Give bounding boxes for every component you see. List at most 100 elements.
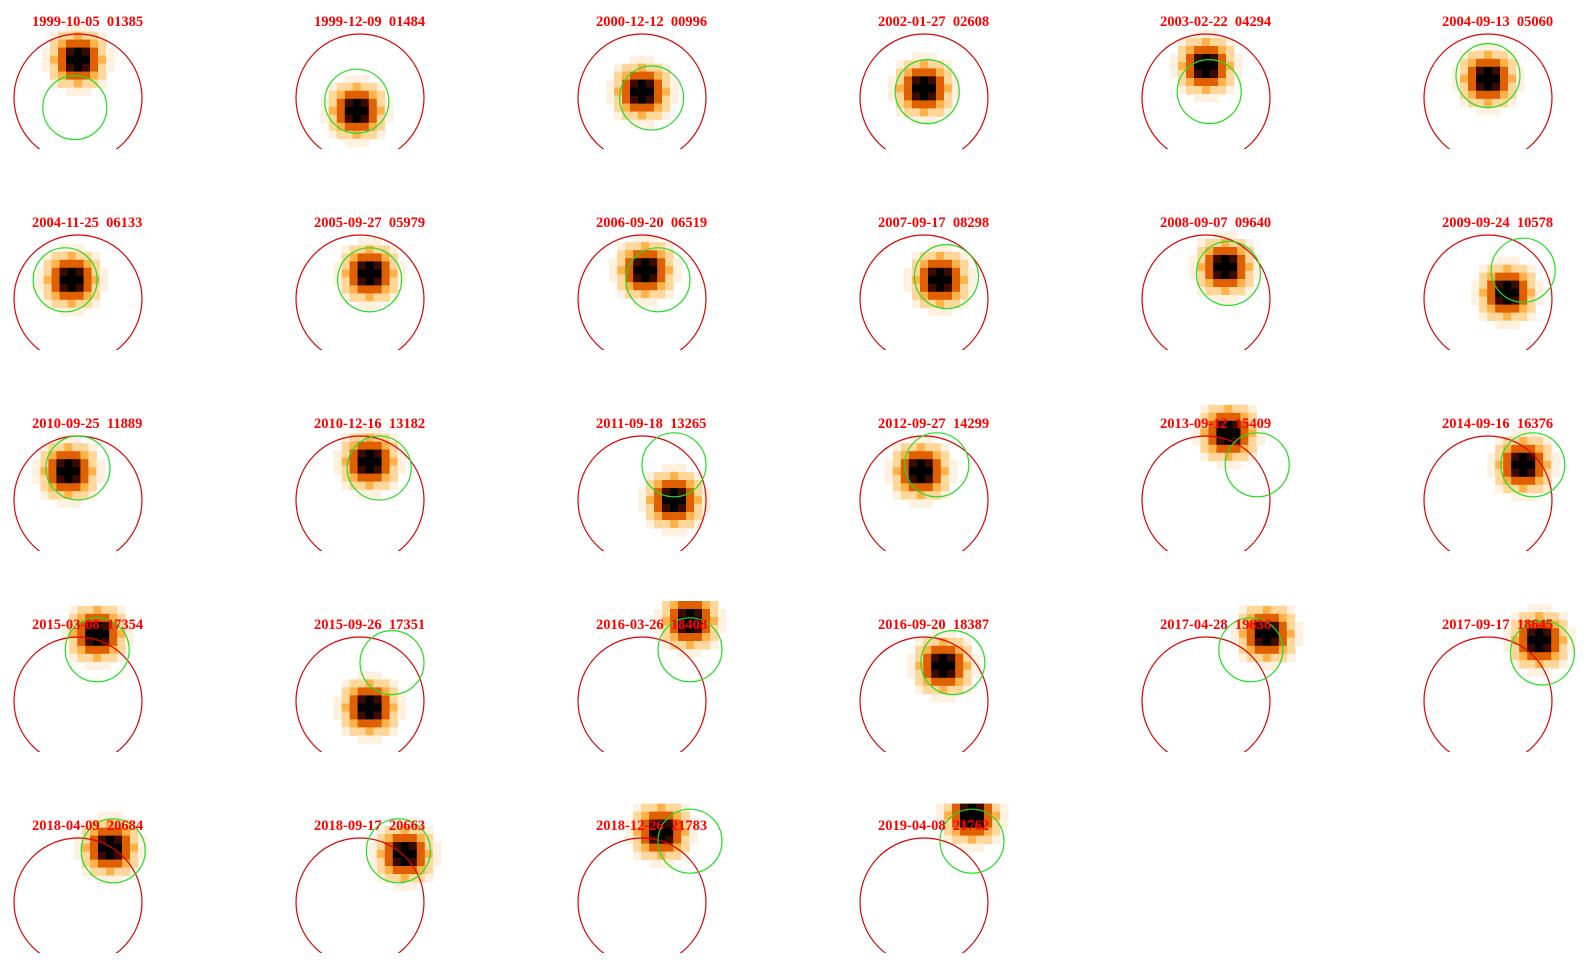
thumbnail-panel: 2002-01-27 02608 [859,8,1040,168]
source-circle [1490,237,1556,303]
aperture-circle [859,33,989,149]
panel-label: 2019-04-08 21762 [878,818,990,834]
source-heatmap [904,243,977,317]
thumbnail-image [295,425,425,551]
thumbnail-image [13,811,147,953]
thumbnail-panel: 2007-09-17 08298 [859,209,1040,369]
source-circle [1218,617,1284,683]
thumbnail-image [1423,33,1553,149]
source-heatmap [32,435,105,508]
panel-label: 2003-02-22 04294 [1160,14,1272,30]
thumbnail-panel: 2010-12-16 13182 [295,410,476,570]
thumbnail-panel: 2000-12-12 00996 [577,8,758,168]
thumbnail-panel: 2008-09-07 09640 [1141,209,1322,369]
source-heatmap [1170,30,1243,103]
thumbnail-panel: 2005-09-27 05979 [295,209,476,369]
source-heatmap [1503,604,1576,677]
panel-label: 2014-09-16 16376 [1442,416,1554,432]
source-heatmap [333,237,407,310]
aperture-circle [859,234,989,350]
thumbnail-panel: 2013-09-12 15409 [1141,404,1322,570]
aperture-circle [1141,234,1271,350]
aperture-circle [13,837,143,953]
source-circle [657,617,723,683]
thumbnail-image [577,432,711,551]
source-heatmap [1230,605,1304,671]
thumbnail-panel: 1999-12-09 01484 [295,8,476,168]
aperture-circle [577,435,707,551]
source-circle [920,629,986,696]
panel-label: 2016-09-20 18387 [878,617,990,633]
panel-label: 2010-12-16 13182 [314,416,426,432]
aperture-circle [1141,33,1271,149]
thumbnail-panel: 2006-09-20 06519 [577,209,758,369]
aperture-circle [13,33,143,149]
source-heatmap [609,234,682,307]
thumbnail-image [13,435,143,551]
thumbnail-panel: 2012-09-27 14299 [859,410,1040,570]
source-circle [324,68,390,134]
panel-label: 2011-09-18 13265 [596,416,707,432]
source-heatmap [625,803,698,869]
thumbnail-image [859,629,989,752]
source-heatmap [638,464,711,537]
aperture-circle [13,636,143,752]
thumbnail-image [1423,604,1576,752]
source-circle [939,808,1005,874]
source-heatmap [888,52,961,125]
panel-label: 2016-03-26 18408 [596,617,708,633]
thumbnail-image [577,33,707,149]
source-heatmap [61,605,134,671]
thumbnail-image [295,629,425,752]
panel-label: 2008-09-07 09640 [1160,215,1272,231]
aperture-circle [295,636,425,752]
panel-label: 2004-11-25 06133 [32,215,143,231]
aperture-circle [577,234,707,350]
source-circle [80,818,146,884]
panel-label: 2015-09-26 17351 [314,617,426,633]
aperture-circle [577,837,707,953]
aperture-circle [1423,636,1553,752]
source-heatmap [907,629,980,703]
panel-label: 2007-09-17 08298 [878,215,990,231]
panel-label: 1999-12-09 01484 [314,14,426,30]
thumbnail-image [295,234,425,350]
panel-label: 2018-12-26 21783 [596,818,708,834]
aperture-circle [859,837,989,953]
thumbnail-panel: 2015-03-08 17354 [13,605,194,771]
source-circle [64,617,130,683]
panel-label: 2005-09-27 05979 [314,215,426,231]
panel-label: 2010-09-25 11889 [32,416,143,432]
source-circle [657,808,723,874]
aperture-circle [295,33,425,149]
aperture-circle [577,636,707,752]
thumbnail-image [13,234,143,350]
source-circle [913,243,980,310]
source-circle [32,247,98,313]
thumbnail-image [1423,234,1556,350]
source-circle [625,247,691,313]
thumbnail-image [1141,30,1271,149]
source-heatmap [1192,404,1265,470]
panel-label: 2017-04-28 19836 [1160,617,1272,633]
source-heatmap [1452,42,1525,116]
panel-label: 2018-04-09 20684 [32,818,144,834]
source-heatmap [606,55,679,129]
aperture-circle [13,234,143,350]
thumbnail-image [859,234,989,350]
aperture-circle [577,33,707,149]
thumbnail-panel: 2010-09-25 11889 [13,410,194,570]
panel-label: 2017-09-17 18645 [1442,617,1554,633]
thumbnail-panel: 2016-09-20 18387 [859,611,1040,771]
thumbnail-image [577,803,723,953]
thumbnail-panel: 2019-04-08 21762 [859,803,1040,972]
source-circle [1224,432,1290,498]
source-circle [346,435,412,501]
thumbnail-panel: 2017-04-28 19836 [1141,605,1322,771]
panel-label: 2004-09-13 05060 [1442,14,1554,30]
thumbnail-image [1141,404,1290,551]
thumbnail-image [1141,231,1271,350]
aperture-circle [859,636,989,752]
thumbnail-panel: 2004-11-25 06133 [13,209,194,369]
